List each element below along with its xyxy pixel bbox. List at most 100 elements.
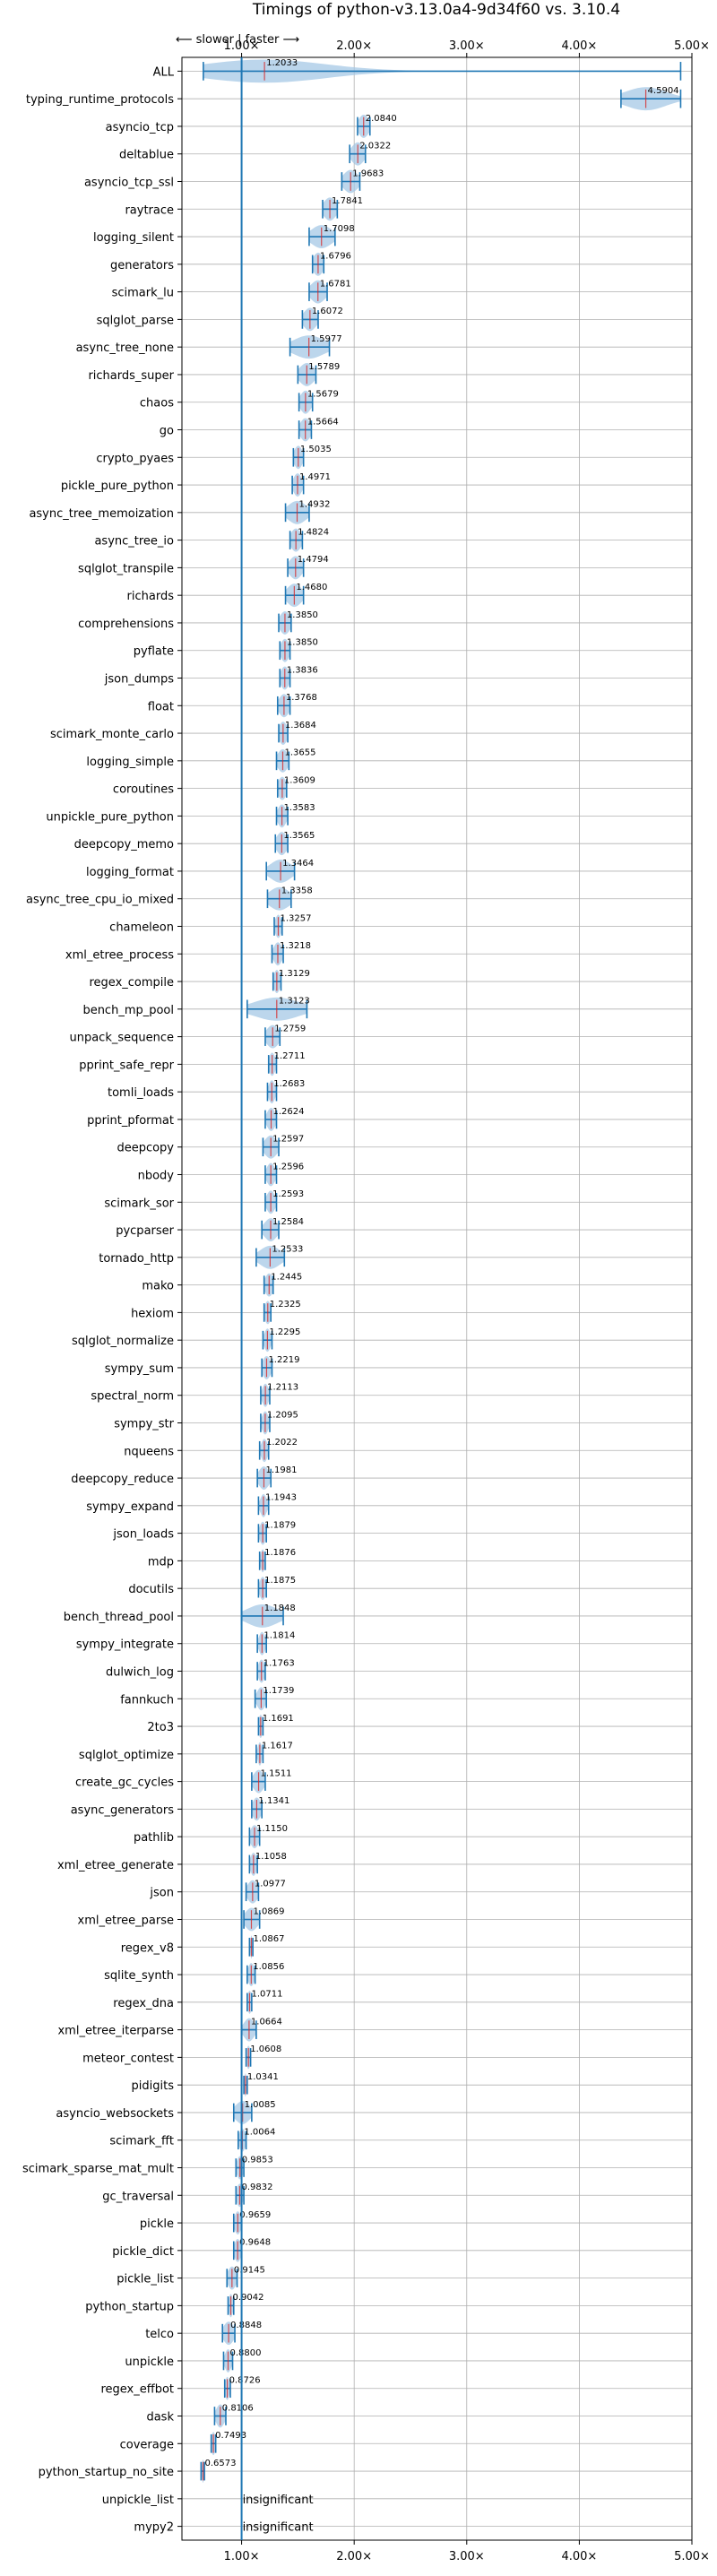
value-label: 1.2219 <box>268 1355 299 1365</box>
benchmark-label: scimark_fft <box>109 2135 174 2148</box>
benchmark-label: xml_etree_process <box>65 948 174 962</box>
value-label: 1.3218 <box>280 941 311 951</box>
benchmark-label: coverage <box>120 2438 174 2451</box>
benchmark-label: pathlib <box>134 1831 174 1845</box>
value-label: 1.4932 <box>299 500 331 510</box>
value-label: 1.7098 <box>324 224 355 234</box>
benchmark-label: deepcopy_memo <box>74 838 174 851</box>
insignificant-label: insignificant <box>243 2494 314 2507</box>
value-label: 1.2295 <box>269 1327 300 1337</box>
benchmark-label: fannkuch <box>120 1693 174 1707</box>
benchmark-label: pickle_dict <box>112 2245 174 2259</box>
benchmark-label: docutils <box>128 1583 174 1596</box>
value-label: 1.1739 <box>263 1686 294 1696</box>
benchmark-label: pprint_pformat <box>87 1114 174 1128</box>
value-label: 1.0711 <box>252 1990 283 2000</box>
x-tick-label-top: 4.00× <box>561 39 597 53</box>
benchmark-label: async_generators <box>71 1803 175 1817</box>
value-label: 1.1341 <box>258 1796 289 1806</box>
value-label: 1.4794 <box>298 555 329 565</box>
value-label: 1.2022 <box>266 1438 298 1448</box>
benchmark-label: richards <box>127 590 175 603</box>
value-label: 0.8106 <box>222 2403 254 2413</box>
value-label: 0.9648 <box>239 2238 271 2248</box>
value-label: 1.3257 <box>280 913 311 923</box>
benchmark-label: tomli_loads <box>108 1086 174 1100</box>
value-label: 1.3565 <box>283 831 315 841</box>
benchmark-label: pycparser <box>116 1224 174 1238</box>
benchmark-label: asyncio_tcp <box>106 121 174 134</box>
value-label: 2.0840 <box>366 114 397 124</box>
value-label: 1.1848 <box>264 1604 296 1613</box>
benchmark-label: asyncio_tcp_ssl <box>84 177 174 190</box>
value-label: 1.1511 <box>261 1768 292 1778</box>
benchmark-label: sqlglot_transpile <box>78 562 174 575</box>
benchmark-label: generators <box>110 259 174 272</box>
benchmark-label: chaos <box>140 397 174 411</box>
value-label: 1.4824 <box>298 527 329 537</box>
value-label: 1.3609 <box>284 775 315 785</box>
value-label: 0.6573 <box>205 2459 237 2468</box>
benchmark-label: go <box>160 425 174 438</box>
value-label: 0.8848 <box>230 2321 262 2330</box>
benchmark-label: scimark_lu <box>112 287 174 300</box>
value-label: 1.0856 <box>253 1962 284 1972</box>
benchmark-label: gc_traversal <box>102 2190 174 2203</box>
benchmark-label: deepcopy_reduce <box>71 1473 174 1486</box>
benchmark-label: json <box>149 1887 174 1900</box>
benchmark-label: deepcopy <box>117 1142 174 1155</box>
value-label: 1.1058 <box>255 1852 287 1862</box>
benchmark-label: pprint_safe_repr <box>79 1059 174 1072</box>
benchmark-label: sympy_expand <box>86 1500 174 1514</box>
benchmark-label: typing_runtime_protocols <box>26 93 174 107</box>
benchmark-label: scimark_monte_carlo <box>50 728 174 741</box>
value-label: 1.9683 <box>352 169 384 178</box>
value-label: 1.6072 <box>312 307 343 316</box>
benchmark-label: async_tree_none <box>76 341 174 355</box>
x-tick-label-top: 2.00× <box>336 39 372 53</box>
benchmark-label: unpickle_pure_python <box>46 810 174 824</box>
benchmark-label: comprehensions <box>78 618 174 631</box>
benchmark-label: asyncio_websockets <box>56 2107 174 2121</box>
x-tick-label-bottom: 4.00× <box>561 2550 597 2563</box>
benchmark-label: sqlglot_optimize <box>79 1749 174 1762</box>
value-label: 1.1879 <box>264 1520 296 1530</box>
value-label: 1.1814 <box>263 1631 295 1641</box>
value-label: 1.5789 <box>308 362 340 372</box>
value-label: 1.4680 <box>296 583 327 592</box>
benchmark-label: sqlglot_parse <box>97 314 174 327</box>
benchmark-label: scimark_sor <box>104 1197 174 1210</box>
violin-layer <box>200 59 682 2483</box>
axis-layer: 1.00× 1.00× 2.00× 2.00× 3.00× 3.00× 4.00× 4.00×… <box>177 39 710 2563</box>
benchmark-label: sqlglot_normalize <box>72 1335 174 1348</box>
direction-annotation: ⟵ slower | faster ⟶ <box>176 33 299 47</box>
x-tick-label-bottom: 1.00× <box>224 2550 260 2563</box>
insignificant-label: insignificant <box>243 2521 314 2535</box>
value-label: 1.3464 <box>282 859 314 869</box>
benchmark-label: pyflate <box>134 645 174 659</box>
value-label: 1.3836 <box>287 665 318 675</box>
benchmark-label: richards_super <box>88 369 174 383</box>
value-label: 1.1617 <box>262 1742 293 1751</box>
value-label: 1.1691 <box>263 1714 294 1724</box>
benchmark-label: pickle_list <box>117 2273 174 2286</box>
benchmark-label: ALL <box>153 65 175 79</box>
benchmark-label: python_startup <box>85 2300 174 2313</box>
value-label: 1.1875 <box>264 1576 296 1586</box>
benchmark-label: sympy_integrate <box>76 1638 174 1652</box>
value-label: 1.1943 <box>265 1493 297 1503</box>
value-label: 1.0608 <box>250 2044 281 2054</box>
value-label: 1.4971 <box>299 472 331 482</box>
value-label: 0.8800 <box>229 2348 261 2358</box>
benchmark-label: mypy2 <box>134 2521 174 2535</box>
value-label: 1.2033 <box>266 58 298 68</box>
x-tick-label-top: 1.00× <box>224 39 260 53</box>
x-tick-label-bottom: 3.00× <box>449 2550 485 2563</box>
benchmark-label: meteor_contest <box>82 2052 174 2065</box>
value-label: 1.3850 <box>287 610 318 620</box>
benchmark-label: regex_dna <box>113 1997 174 2010</box>
benchmark-label: unpickle_list <box>102 2494 174 2507</box>
plot-frame <box>181 56 693 2541</box>
